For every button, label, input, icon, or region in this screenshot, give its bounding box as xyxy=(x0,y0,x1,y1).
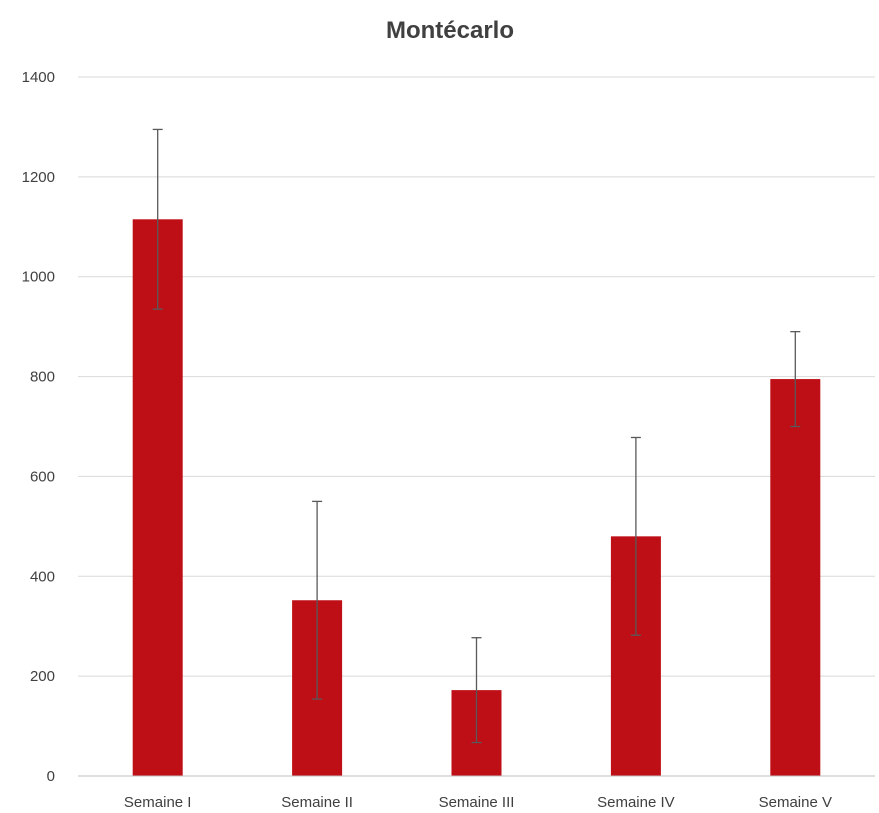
chart-title: Montécarlo xyxy=(386,17,514,44)
error-bar xyxy=(790,330,801,428)
x-category-label: Semaine IV xyxy=(597,794,675,811)
error-bar xyxy=(471,637,482,744)
bar xyxy=(132,219,183,776)
y-tick-label: 600 xyxy=(30,468,55,485)
x-axis-category-labels: Semaine I Semaine II Semaine III Semaine IV… xyxy=(124,794,832,811)
error-bar xyxy=(152,128,163,310)
y-tick-label: 1000 xyxy=(22,269,55,286)
y-tick-label: 200 xyxy=(30,668,55,685)
x-category-label: Semaine V xyxy=(759,794,832,811)
y-tick-label: 1400 xyxy=(22,69,55,86)
x-category-label: Semaine III xyxy=(439,794,515,811)
y-tick-label: 400 xyxy=(30,568,55,585)
x-category-label: Semaine I xyxy=(124,794,192,811)
error-bar xyxy=(630,436,641,636)
error-bars xyxy=(152,128,801,744)
y-tick-label: 0 xyxy=(47,768,55,785)
y-axis-tick-labels: 0 200 400 600 800 1000 1200 1400 xyxy=(22,69,55,785)
x-category-label: Semaine II xyxy=(281,794,353,811)
y-tick-label: 800 xyxy=(30,369,55,386)
error-bar xyxy=(312,500,323,700)
bar xyxy=(770,379,821,776)
y-tick-label: 1200 xyxy=(22,169,55,186)
gridlines xyxy=(78,76,875,677)
